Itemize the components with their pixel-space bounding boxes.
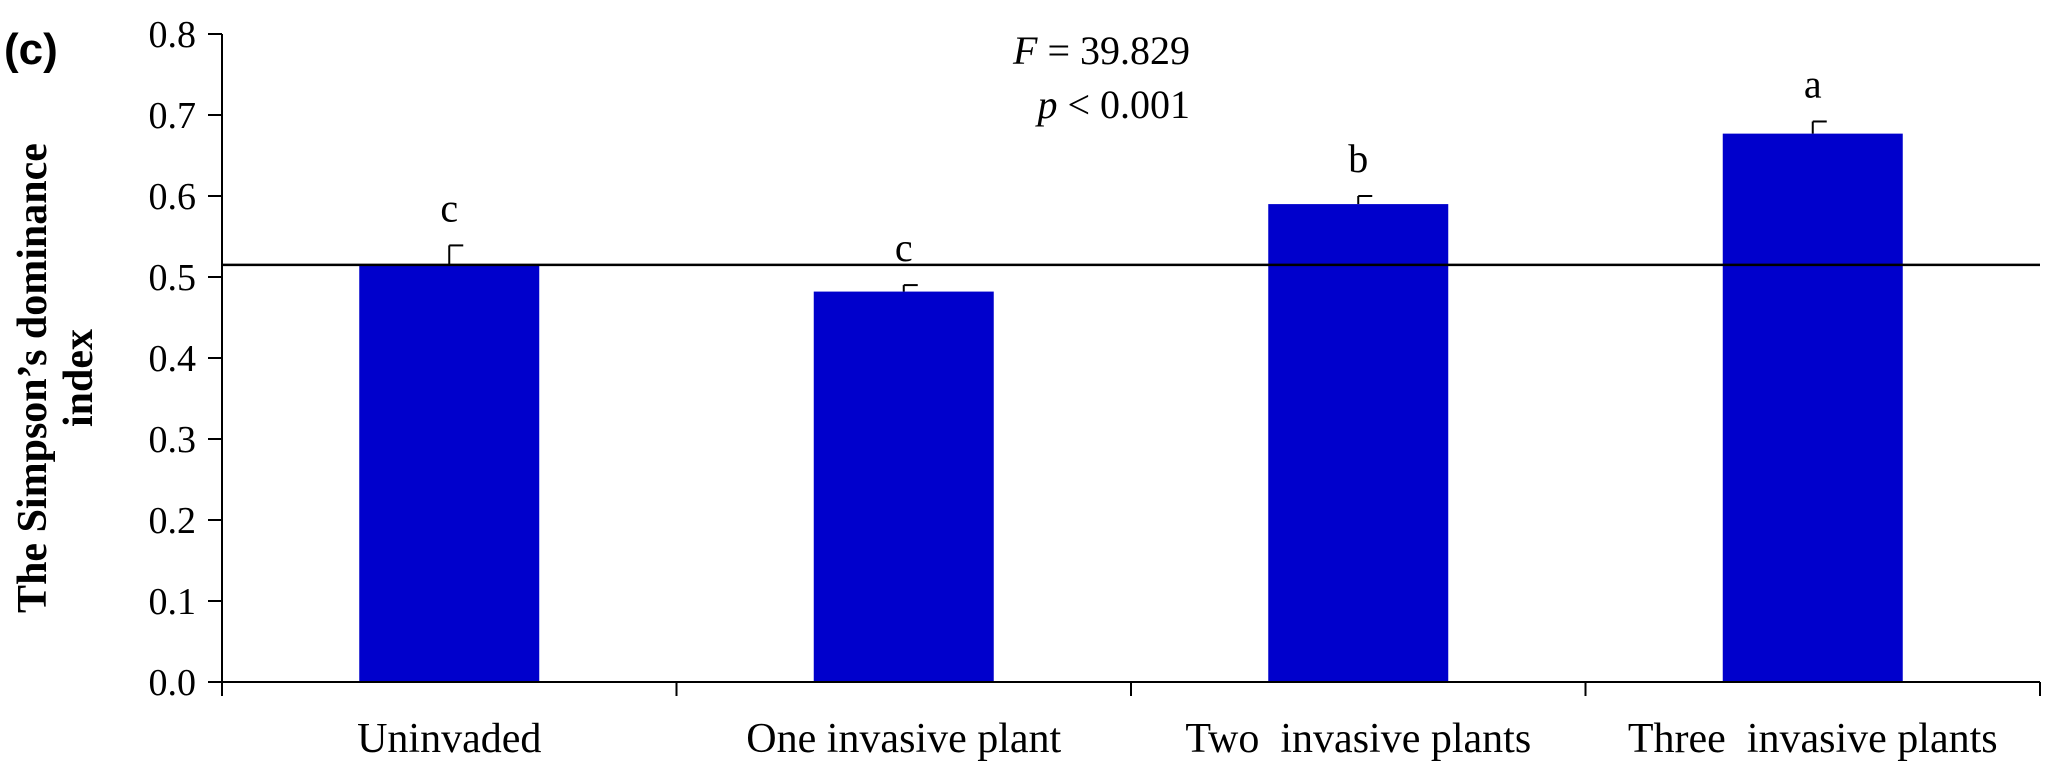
y-axis-title: The Simpson’s dominance index	[10, 143, 102, 613]
p-statistic: p < 0.001	[1034, 82, 1190, 127]
p-value: < 0.001	[1057, 82, 1190, 127]
x-category-label: Uninvaded	[357, 716, 541, 762]
f-statistic: F = 39.829	[1012, 28, 1190, 73]
f-value: = 39.829	[1037, 28, 1190, 73]
significance-letter: a	[1804, 61, 1822, 106]
axes	[221, 34, 2041, 696]
bar	[1722, 133, 1903, 682]
significance-letter: b	[1348, 136, 1368, 181]
y-axis-title-line1: The Simpson’s dominance	[10, 143, 56, 613]
y-tick-label: 0.2	[149, 500, 197, 542]
x-category-label: Two invasive plants	[1185, 716, 1531, 762]
significance-letter: c	[440, 185, 458, 230]
panel-label: (c)	[4, 25, 58, 74]
y-tick-label: 0.1	[149, 581, 197, 623]
p-symbol: p	[1034, 82, 1057, 127]
y-tick-label: 0.6	[149, 176, 197, 218]
category-labels: Uninvaded One invasive plant Two invasive …	[357, 716, 1998, 762]
y-tick-label: 0.0	[149, 662, 197, 704]
y-axis: 0.0 0.1 0.2 0.3 0.4 0.5 0.6 0.7 0.8	[149, 14, 222, 704]
x-category-label: Three invasive plants	[1628, 716, 1998, 762]
y-tick-label: 0.3	[149, 419, 197, 461]
f-symbol: F	[1012, 28, 1038, 73]
bar	[813, 291, 994, 682]
y-axis-title-line2: index	[56, 329, 102, 427]
y-tick-label: 0.7	[149, 95, 197, 137]
y-tick-label: 0.4	[149, 338, 197, 380]
bar	[359, 264, 540, 682]
y-tick-label: 0.5	[149, 257, 197, 299]
significance-letter: c	[895, 225, 913, 270]
bar	[1268, 204, 1449, 682]
y-tick-label: 0.8	[149, 14, 197, 56]
bars: c c b a	[359, 61, 1903, 682]
x-category-label: One invasive plant	[746, 716, 1061, 762]
